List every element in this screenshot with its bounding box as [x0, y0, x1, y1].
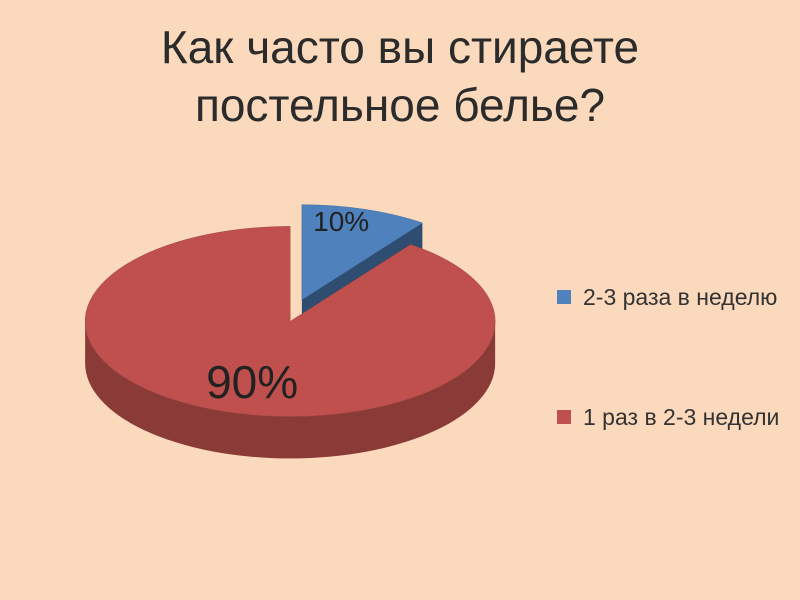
legend-swatch: [557, 410, 571, 424]
chart-title: Как часто вы стираете постельное белье?: [160, 21, 640, 131]
slice-side: [85, 321, 496, 459]
data-label: 90%: [206, 356, 298, 408]
legend-label: 1 раз в 2-3 недели: [583, 404, 780, 430]
pie-slice: [84, 226, 496, 417]
legend-label: 2-3 раза в неделю: [583, 284, 778, 310]
legend-swatch: [557, 290, 571, 304]
pie-slice: [301, 204, 423, 301]
data-label: 10%: [313, 206, 369, 237]
